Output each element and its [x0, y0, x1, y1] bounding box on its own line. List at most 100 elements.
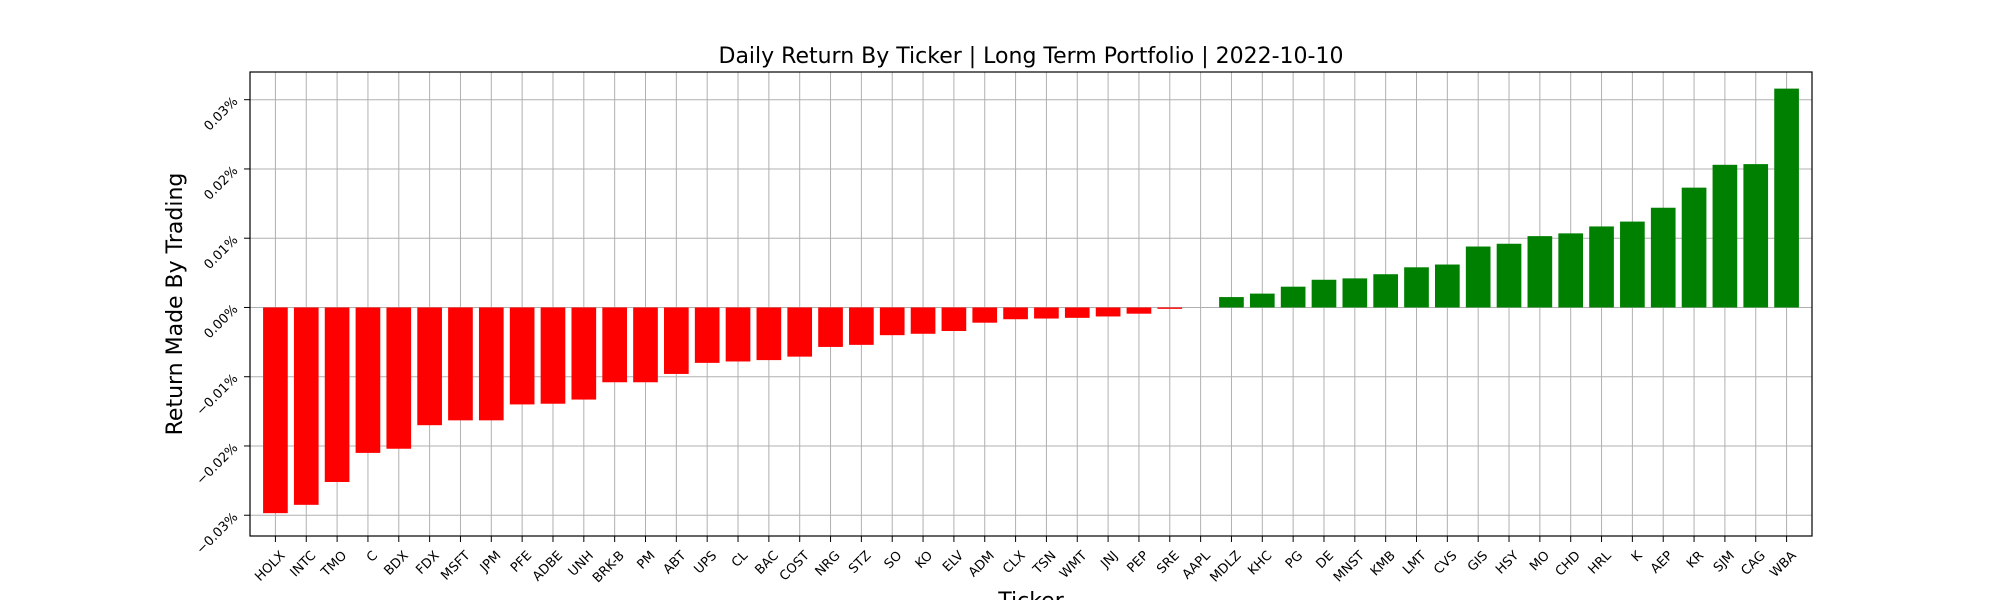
bar-k	[1620, 221, 1645, 308]
x-tick-label: LMT	[1400, 548, 1429, 577]
bar-nrg	[818, 307, 843, 347]
bar-kr	[1681, 187, 1707, 308]
bar-holx	[263, 307, 288, 514]
x-tick-label: ADM	[966, 548, 998, 580]
bar-intc	[293, 307, 319, 505]
x-tick-label: K	[1629, 548, 1646, 565]
bar-abt	[664, 307, 689, 374]
bar-sjm	[1712, 164, 1738, 308]
x-tick-label: PEP	[1124, 548, 1152, 576]
x-tick-label: TMO	[318, 548, 350, 580]
bar-brk-b	[602, 307, 627, 383]
bar-so	[879, 307, 905, 336]
bar-bac	[756, 307, 782, 361]
x-tick-label: JNJ	[1098, 548, 1122, 572]
chart-title: Daily Return By Ticker | Long Term Portf…	[719, 44, 1344, 69]
x-tick-label: CVS	[1431, 548, 1460, 577]
x-tick-label: C	[364, 548, 381, 565]
x-tick-label: GIS	[1465, 548, 1491, 574]
bar-adm	[972, 307, 998, 323]
bar-cl	[725, 307, 751, 362]
bar-elv	[941, 307, 967, 332]
bar-ups	[694, 307, 720, 363]
bar-stz	[849, 307, 874, 345]
grid-layer	[250, 72, 1812, 536]
bar-pep	[1126, 307, 1152, 314]
y-tick-label: 0.01%	[201, 233, 241, 273]
bar-lmt	[1404, 267, 1429, 308]
plot-frame	[249, 71, 1813, 537]
bar-pm	[633, 307, 658, 383]
bar-wmt	[1064, 307, 1090, 318]
bar-jnj	[1095, 307, 1121, 317]
x-tick-label: CHD	[1553, 548, 1584, 579]
x-tick-label: WBA	[1767, 548, 1799, 580]
x-tick-label: STZ	[846, 548, 874, 576]
y-tick-label: 0.00%	[201, 302, 241, 342]
x-tick-label: KHC	[1245, 548, 1275, 578]
x-tick-label: PM	[634, 548, 658, 572]
bar-c	[355, 307, 381, 453]
x-tick-label: CLX	[1000, 548, 1029, 577]
bar-tmo	[324, 307, 350, 482]
bar-de	[1311, 279, 1337, 308]
x-tick-label: KMB	[1368, 548, 1399, 579]
bar-aep	[1650, 207, 1676, 308]
bar-wba	[1774, 88, 1799, 308]
bars-layer	[263, 88, 1799, 514]
x-tick-label: INTC	[288, 548, 320, 580]
x-tick-label: HRL	[1586, 548, 1616, 578]
x-tick-label: MSFT	[438, 548, 473, 583]
bar-chd	[1558, 233, 1584, 308]
x-tick-label: NRG	[813, 548, 844, 579]
x-tick-label: CAG	[1739, 548, 1769, 578]
x-tick-label: SRE	[1154, 548, 1183, 577]
x-tick-label: SO	[882, 548, 906, 572]
bar-mnst	[1342, 278, 1368, 308]
bar-jpm	[478, 307, 504, 421]
x-tick-label: MNST	[1331, 548, 1368, 585]
x-tick-label: BDX	[382, 548, 412, 578]
bar-adbe	[540, 307, 566, 404]
x-tick-label: AEP	[1648, 548, 1676, 576]
x-tick-label: KO	[913, 548, 936, 571]
bar-khc	[1249, 293, 1275, 308]
x-tick-label: COST	[777, 548, 813, 584]
bar-cvs	[1435, 264, 1460, 308]
x-tick-label: ELV	[940, 548, 967, 575]
bar-hrl	[1589, 226, 1614, 308]
bar-mo	[1527, 236, 1553, 308]
x-tick-label: DE	[1314, 548, 1338, 572]
y-tick-label: −0.02%	[194, 441, 242, 489]
x-tick-label: UPS	[692, 548, 721, 577]
y-tick-label: −0.01%	[194, 371, 242, 419]
bar-pg	[1280, 286, 1306, 308]
y-tick-label: 0.03%	[201, 94, 241, 134]
x-tick-label: HOLX	[252, 548, 288, 584]
bar-tsn	[1034, 307, 1059, 319]
bar-hsy	[1496, 243, 1522, 308]
bar-msft	[448, 307, 473, 421]
x-tick-label: KR	[1684, 548, 1707, 571]
x-tick-label: MDLZ	[1207, 548, 1244, 585]
x-tick-label: PG	[1283, 548, 1306, 571]
x-axis-label: Ticker	[997, 589, 1064, 600]
bar-fdx	[417, 307, 442, 426]
x-tick-label: ADBE	[530, 548, 566, 584]
bar-gis	[1465, 246, 1491, 308]
bar-ko	[910, 307, 936, 334]
bar-clx	[1003, 307, 1028, 320]
bar-kmb	[1373, 274, 1398, 308]
x-tick-label: TSN	[1030, 548, 1060, 578]
x-tick-label: BRK-B	[590, 548, 628, 586]
bar-cost	[787, 307, 813, 357]
x-tick-label: HSY	[1493, 548, 1522, 577]
x-tick-label: ABT	[661, 548, 690, 577]
bar-bdx	[386, 307, 412, 449]
y-tick-label: −0.03%	[194, 510, 242, 558]
bar-sre	[1157, 307, 1183, 309]
bar-unh	[571, 307, 597, 400]
bar-pfe	[509, 307, 535, 405]
